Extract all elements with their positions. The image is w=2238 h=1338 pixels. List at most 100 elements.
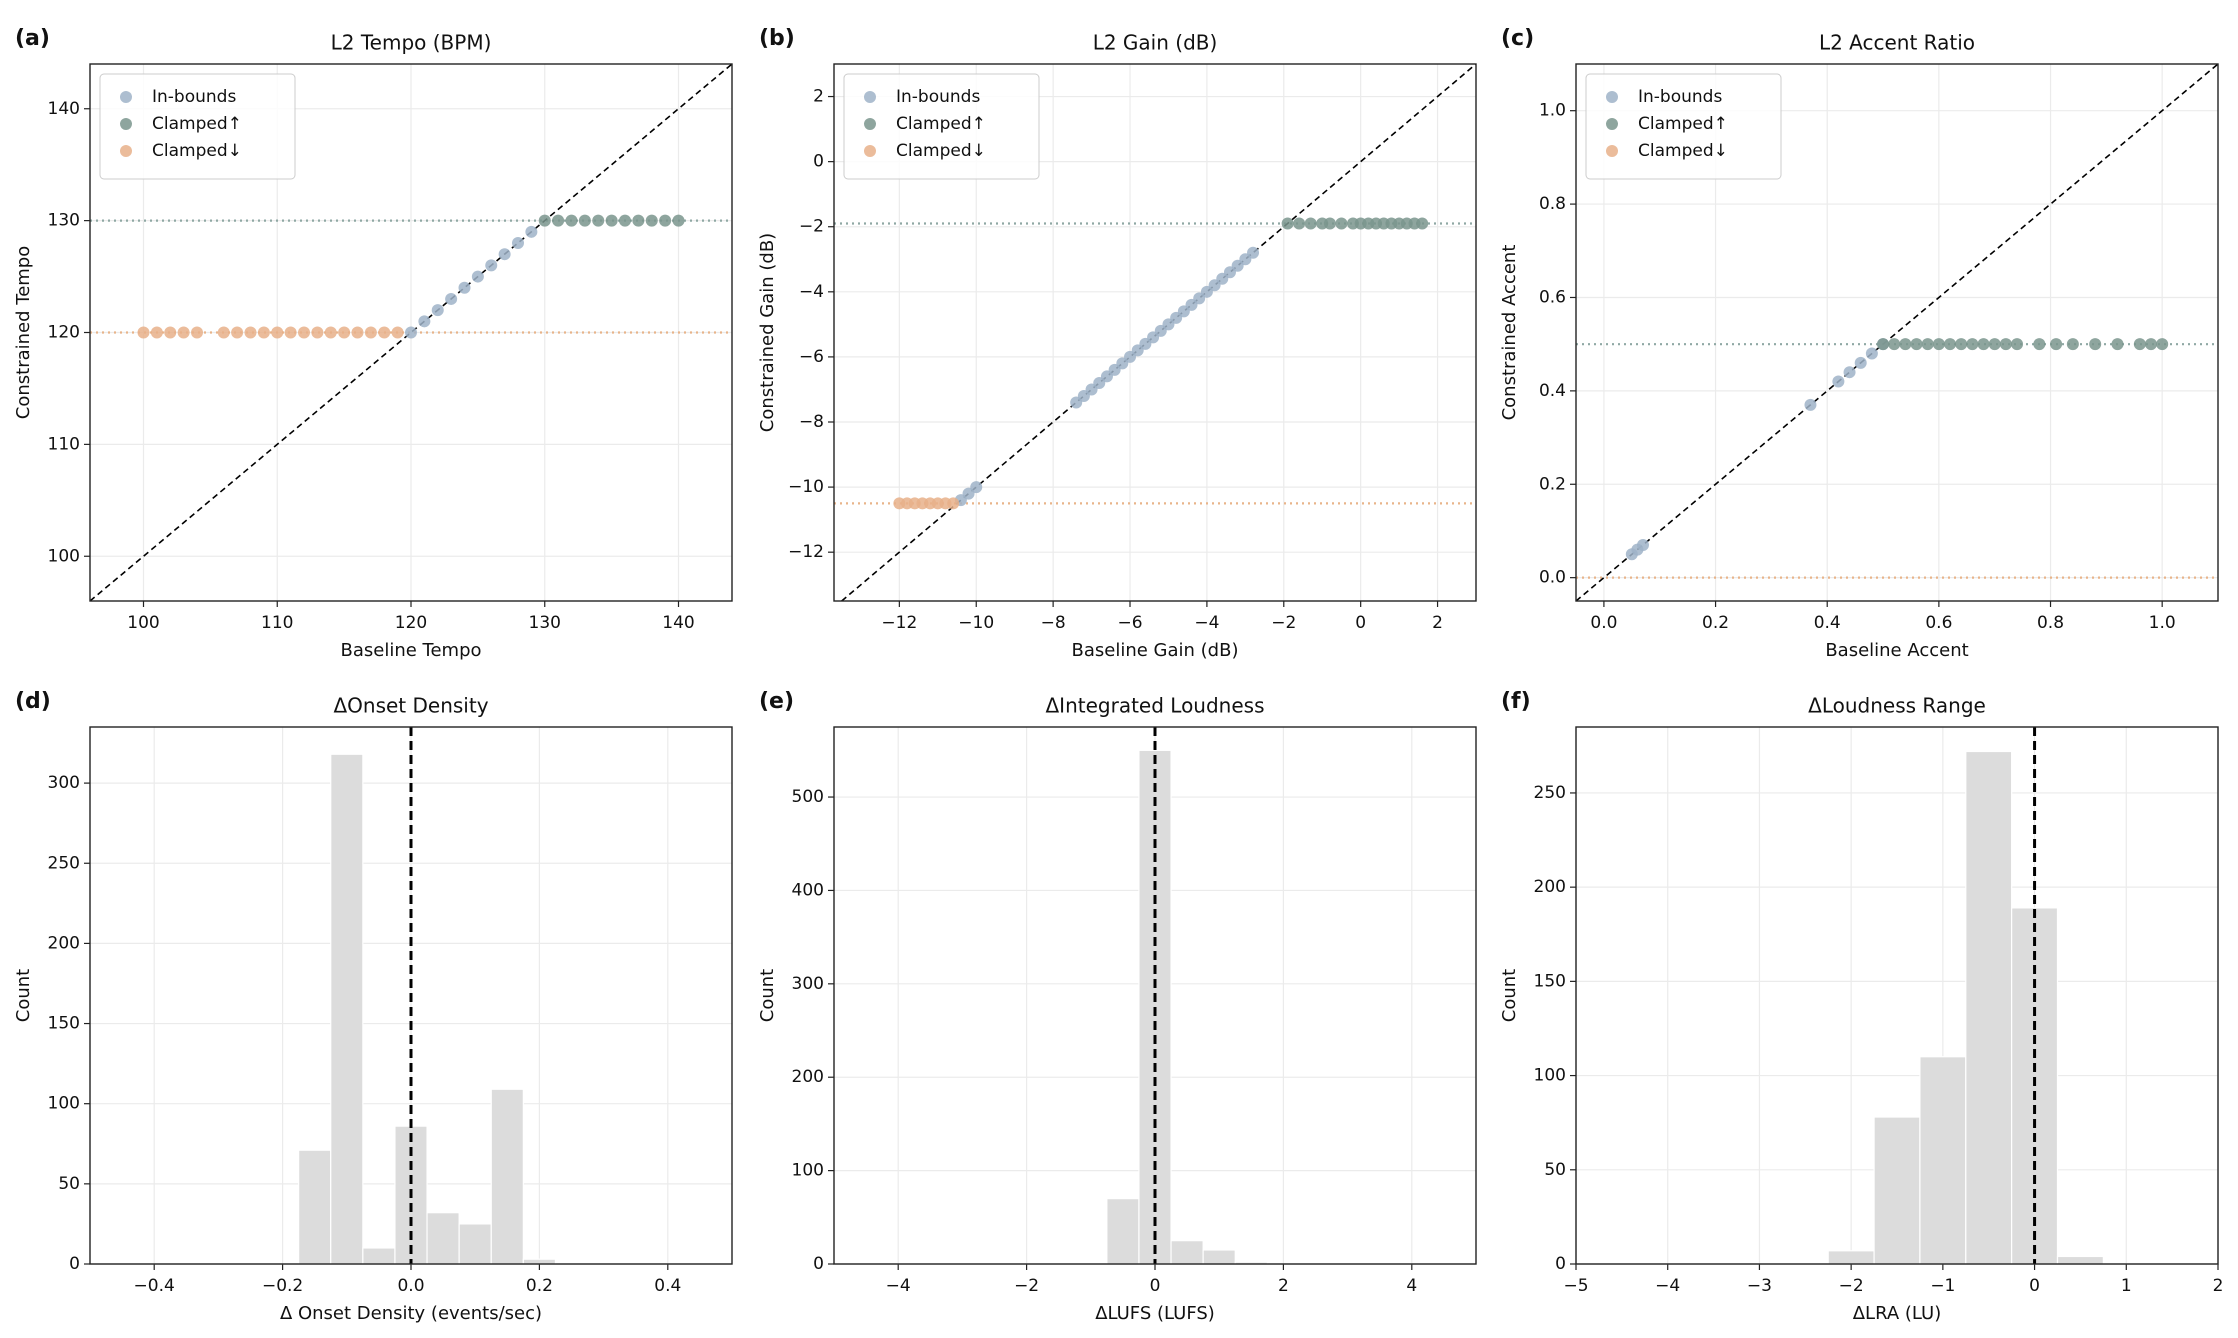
point — [947, 497, 960, 510]
legend-marker — [1606, 118, 1618, 130]
panel: 100 110 120 130 140 100 110 120 130 140 In-bounds C… — [13, 26, 733, 661]
y-tick-label: 200 — [792, 1067, 824, 1087]
point — [191, 326, 203, 339]
point — [1854, 356, 1867, 369]
point — [659, 214, 672, 227]
point — [1932, 338, 1945, 351]
y-axis-label: Constrained Gain (dB) — [757, 233, 778, 432]
y-tick-label: 0.0 — [1539, 568, 1566, 588]
x-tick-label: −2 — [1839, 1276, 1864, 1296]
y-tick-label: 400 — [792, 880, 824, 900]
point — [431, 304, 444, 317]
point — [471, 270, 484, 283]
point — [605, 214, 618, 227]
point — [2033, 338, 2046, 351]
point — [364, 326, 377, 339]
y-tick-label: −10 — [788, 477, 824, 497]
x-tick-label: −2 — [1271, 613, 1296, 633]
chart-title: L2 Gain (dB) — [1093, 31, 1218, 55]
y-tick-label: 1.0 — [1539, 101, 1566, 121]
panel-label: (b) — [759, 26, 795, 51]
panel: −4 −2 0 2 4 0 100 200 300 400 500 ΔIntegrated Loudn… — [757, 689, 1477, 1324]
panel-label: (d) — [15, 689, 51, 714]
bar — [1827, 1250, 1875, 1264]
x-tick-label: −4 — [886, 1276, 911, 1296]
point — [970, 481, 983, 494]
legend-label: In-bounds — [152, 87, 236, 107]
legend-marker — [120, 145, 132, 157]
point — [177, 326, 190, 339]
x-tick-label: −4 — [1194, 613, 1219, 633]
y-tick-label: 150 — [1534, 971, 1566, 991]
point — [1804, 398, 1817, 411]
y-tick-label: 250 — [1534, 783, 1566, 803]
point — [1999, 338, 2012, 351]
x-axis-label: Baseline Accent — [1825, 640, 1968, 661]
bar — [1234, 1261, 1268, 1264]
legend-label: Clamped↑ — [1638, 114, 1728, 134]
x-tick-label: 0.0 — [397, 1276, 424, 1296]
legend-marker — [120, 118, 132, 130]
point — [1304, 217, 1317, 230]
axes-frame — [833, 63, 1477, 602]
legend-box — [843, 73, 1040, 180]
point — [619, 214, 631, 227]
y-tick-label: 0 — [69, 1254, 80, 1274]
plot-area — [1106, 727, 1268, 1264]
y-tick-label: 100 — [792, 1161, 824, 1181]
point — [257, 326, 270, 339]
point — [632, 214, 645, 227]
axes-frame — [1575, 63, 2219, 602]
x-axis-label: Baseline Tempo — [340, 640, 481, 661]
point — [498, 248, 511, 261]
point — [445, 292, 458, 305]
x-tick-label: 0.0 — [1590, 613, 1617, 633]
point — [578, 214, 591, 227]
axes-frame — [1575, 726, 2219, 1265]
x-tick-label: −6 — [1117, 613, 1142, 633]
y-tick-label: 300 — [792, 974, 824, 994]
y-axis-label: Count — [13, 969, 34, 1022]
point — [351, 326, 364, 339]
x-tick-label: 0.8 — [2037, 613, 2064, 633]
bar — [362, 1247, 396, 1264]
plot-area — [834, 64, 1476, 601]
point — [1636, 538, 1649, 551]
panel: 0.0 0.2 0.4 0.6 0.8 1.0 0.0 0.2 0.4 0.6 0.8 1.0 In-b… — [1499, 26, 2219, 661]
y-tick-label: 0 — [1555, 1254, 1566, 1274]
point — [2066, 338, 2079, 351]
x-tick-label: 140 — [662, 613, 694, 633]
bar — [1873, 1116, 1921, 1264]
y-tick-label: 140 — [48, 99, 80, 119]
y-tick-label: −12 — [788, 542, 824, 562]
point — [1977, 338, 1990, 351]
bar — [1170, 1240, 1204, 1264]
plot-area — [90, 64, 732, 601]
chart-title: ΔLoudness Range — [1808, 694, 1986, 718]
bar — [1965, 750, 2013, 1264]
x-tick-label: 130 — [529, 613, 561, 633]
y-axis-label: Count — [1499, 969, 1520, 1022]
x-tick-label: −0.4 — [134, 1276, 175, 1296]
bar — [490, 1088, 524, 1264]
legend-marker — [1606, 145, 1618, 157]
y-axis-label: Constrained Accent — [1499, 245, 1520, 421]
x-axis-label: ΔLUFS (LUFS) — [1095, 1303, 1215, 1324]
point — [311, 326, 324, 339]
x-tick-label: −8 — [1041, 613, 1066, 633]
y-tick-label: 250 — [48, 853, 80, 873]
point — [338, 326, 351, 339]
point — [1843, 366, 1856, 379]
point — [538, 214, 551, 227]
point — [150, 326, 163, 339]
y-tick-label: 100 — [48, 546, 80, 566]
y-tick-label: −8 — [799, 412, 824, 432]
y-tick-label: 0.4 — [1539, 381, 1566, 401]
point — [164, 326, 177, 339]
legend-label: Clamped↓ — [152, 141, 242, 161]
point — [512, 237, 524, 249]
bar — [522, 1258, 557, 1264]
point — [217, 326, 230, 339]
y-tick-label: 110 — [48, 434, 80, 454]
y-tick-label: 0 — [813, 1254, 824, 1274]
